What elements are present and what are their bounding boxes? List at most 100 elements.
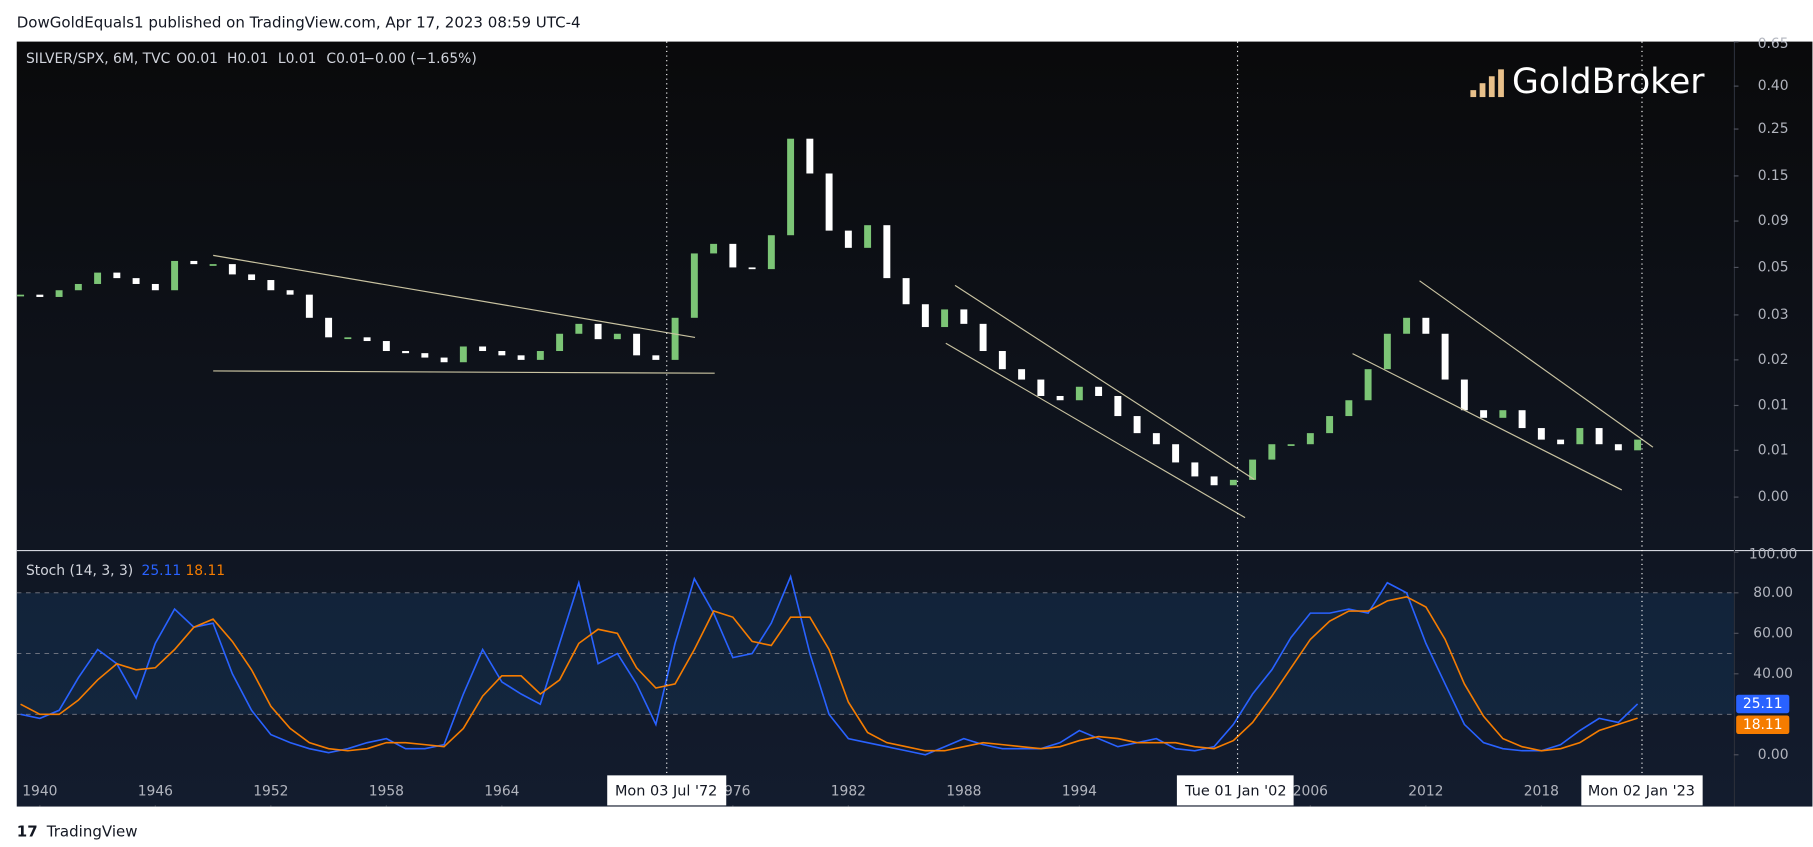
candle-body xyxy=(17,294,25,297)
candle-body xyxy=(748,267,756,270)
ohlc-open: O0.01 xyxy=(176,51,218,67)
date-label: Mon 02 Jan '23 xyxy=(1588,784,1695,800)
candle-body xyxy=(998,351,1006,370)
candle-body xyxy=(459,346,467,363)
x-tick-label: 1994 xyxy=(1062,784,1097,800)
y-tick-label: 40.00 xyxy=(1753,666,1793,682)
candle-body xyxy=(325,317,333,338)
last-value-badge xyxy=(1736,715,1790,734)
ohlc-high: H0.01 xyxy=(227,51,268,67)
candle-body xyxy=(132,278,140,284)
logo-bar xyxy=(1479,83,1486,98)
date-label: Tue 01 Jan '02 xyxy=(1184,784,1286,800)
candle-body xyxy=(1210,476,1218,486)
stoch-band xyxy=(16,592,1734,715)
candle-body xyxy=(1287,444,1295,446)
candle-body xyxy=(1229,479,1237,486)
y-tick-label: 0.00 xyxy=(1758,747,1789,763)
date-labels: Mon 03 Jul '72 Tue 01 Jan '02 Mon 02 Jan… xyxy=(607,775,1703,806)
candle-body xyxy=(613,333,621,340)
candle-body xyxy=(710,243,718,254)
candle-body xyxy=(305,294,313,318)
symbol-info: SILVER/SPX, 6M, TVC xyxy=(26,51,170,67)
candle-body xyxy=(883,225,891,279)
candle-body xyxy=(825,173,833,231)
price-change: −0.00 (−1.65%) xyxy=(363,51,476,67)
candle-body xyxy=(286,290,294,295)
trendline xyxy=(954,284,1255,481)
trendline xyxy=(213,370,715,374)
candle-body xyxy=(1133,416,1141,434)
candle-body xyxy=(806,138,814,174)
y-tick-label: 0.40 xyxy=(1758,78,1789,94)
last-value-label: 25.11 xyxy=(1743,696,1783,712)
logo-bar xyxy=(1488,76,1495,98)
x-tick-label: 1946 xyxy=(138,784,173,800)
stoch-line xyxy=(20,595,1638,752)
x-tick-label: 1964 xyxy=(484,784,519,800)
candle-body xyxy=(382,341,390,352)
last-value-label: 18.11 xyxy=(1743,717,1783,733)
candle-body xyxy=(1249,459,1257,480)
candle-body xyxy=(1441,333,1449,380)
candle-body xyxy=(363,337,371,342)
x-tick-label: 1952 xyxy=(253,784,288,800)
candle-body xyxy=(941,309,949,328)
candle-body xyxy=(517,355,525,360)
indicator-title: Stoch (14, 3, 3) xyxy=(26,563,133,579)
candle-body xyxy=(1172,444,1180,463)
logo-text: GoldBroker xyxy=(1512,62,1705,102)
trendline xyxy=(945,342,1246,519)
candle-body xyxy=(1326,416,1334,434)
trendline xyxy=(1352,353,1623,491)
candle-body xyxy=(421,353,429,358)
candle-body xyxy=(633,333,641,356)
date-label-box xyxy=(1581,775,1703,806)
candle-body xyxy=(921,304,929,328)
y-tick-label: 0.00 xyxy=(1758,489,1789,505)
watermark: GoldBroker xyxy=(1470,62,1705,102)
y-tick-label: 0.03 xyxy=(1758,307,1789,323)
candle-body xyxy=(190,260,198,265)
y-tick-label: 0.01 xyxy=(1758,397,1789,413)
ohlc-close: C0.01 xyxy=(326,51,367,67)
candle-body xyxy=(864,225,872,248)
candle-body xyxy=(556,333,564,352)
stoch-d-value: 18.11 xyxy=(185,563,225,579)
candle-body xyxy=(228,264,236,275)
y-tick-label: 0.05 xyxy=(1758,259,1789,275)
x-tick-label: 1988 xyxy=(946,784,981,800)
candle-body xyxy=(344,337,352,340)
stoch-k-value: 25.11 xyxy=(142,563,182,579)
candle-body xyxy=(1537,428,1545,440)
x-tick-label: 1958 xyxy=(369,784,404,800)
y-tick-label: 0.02 xyxy=(1758,352,1789,368)
candle-body xyxy=(844,230,852,248)
y-tick-label: 0.65 xyxy=(1758,36,1789,52)
candle-body xyxy=(1056,395,1064,401)
candle-body xyxy=(498,351,506,356)
y-tick-label: 0.01 xyxy=(1758,442,1789,458)
date-label-box xyxy=(607,775,727,806)
candle-body xyxy=(1557,439,1565,445)
y-tick-label: 0.25 xyxy=(1758,121,1789,137)
candle-body xyxy=(1518,410,1526,429)
date-label-box xyxy=(1176,775,1294,806)
candle-body xyxy=(1460,379,1468,411)
candle-body xyxy=(94,272,102,284)
candle-body xyxy=(690,253,698,318)
candle-body xyxy=(440,357,448,363)
candle-body xyxy=(1480,410,1488,418)
candle-body xyxy=(479,346,487,352)
y-tick-label: 60.00 xyxy=(1753,625,1793,641)
candle-body xyxy=(1018,369,1026,380)
candle-body xyxy=(1114,395,1122,417)
candle-body xyxy=(575,323,583,334)
candle-body xyxy=(1364,369,1372,401)
candle-body xyxy=(151,283,159,291)
x-tick-label: 2018 xyxy=(1524,784,1559,800)
candle-body xyxy=(1268,444,1276,460)
candle-body xyxy=(652,355,660,360)
